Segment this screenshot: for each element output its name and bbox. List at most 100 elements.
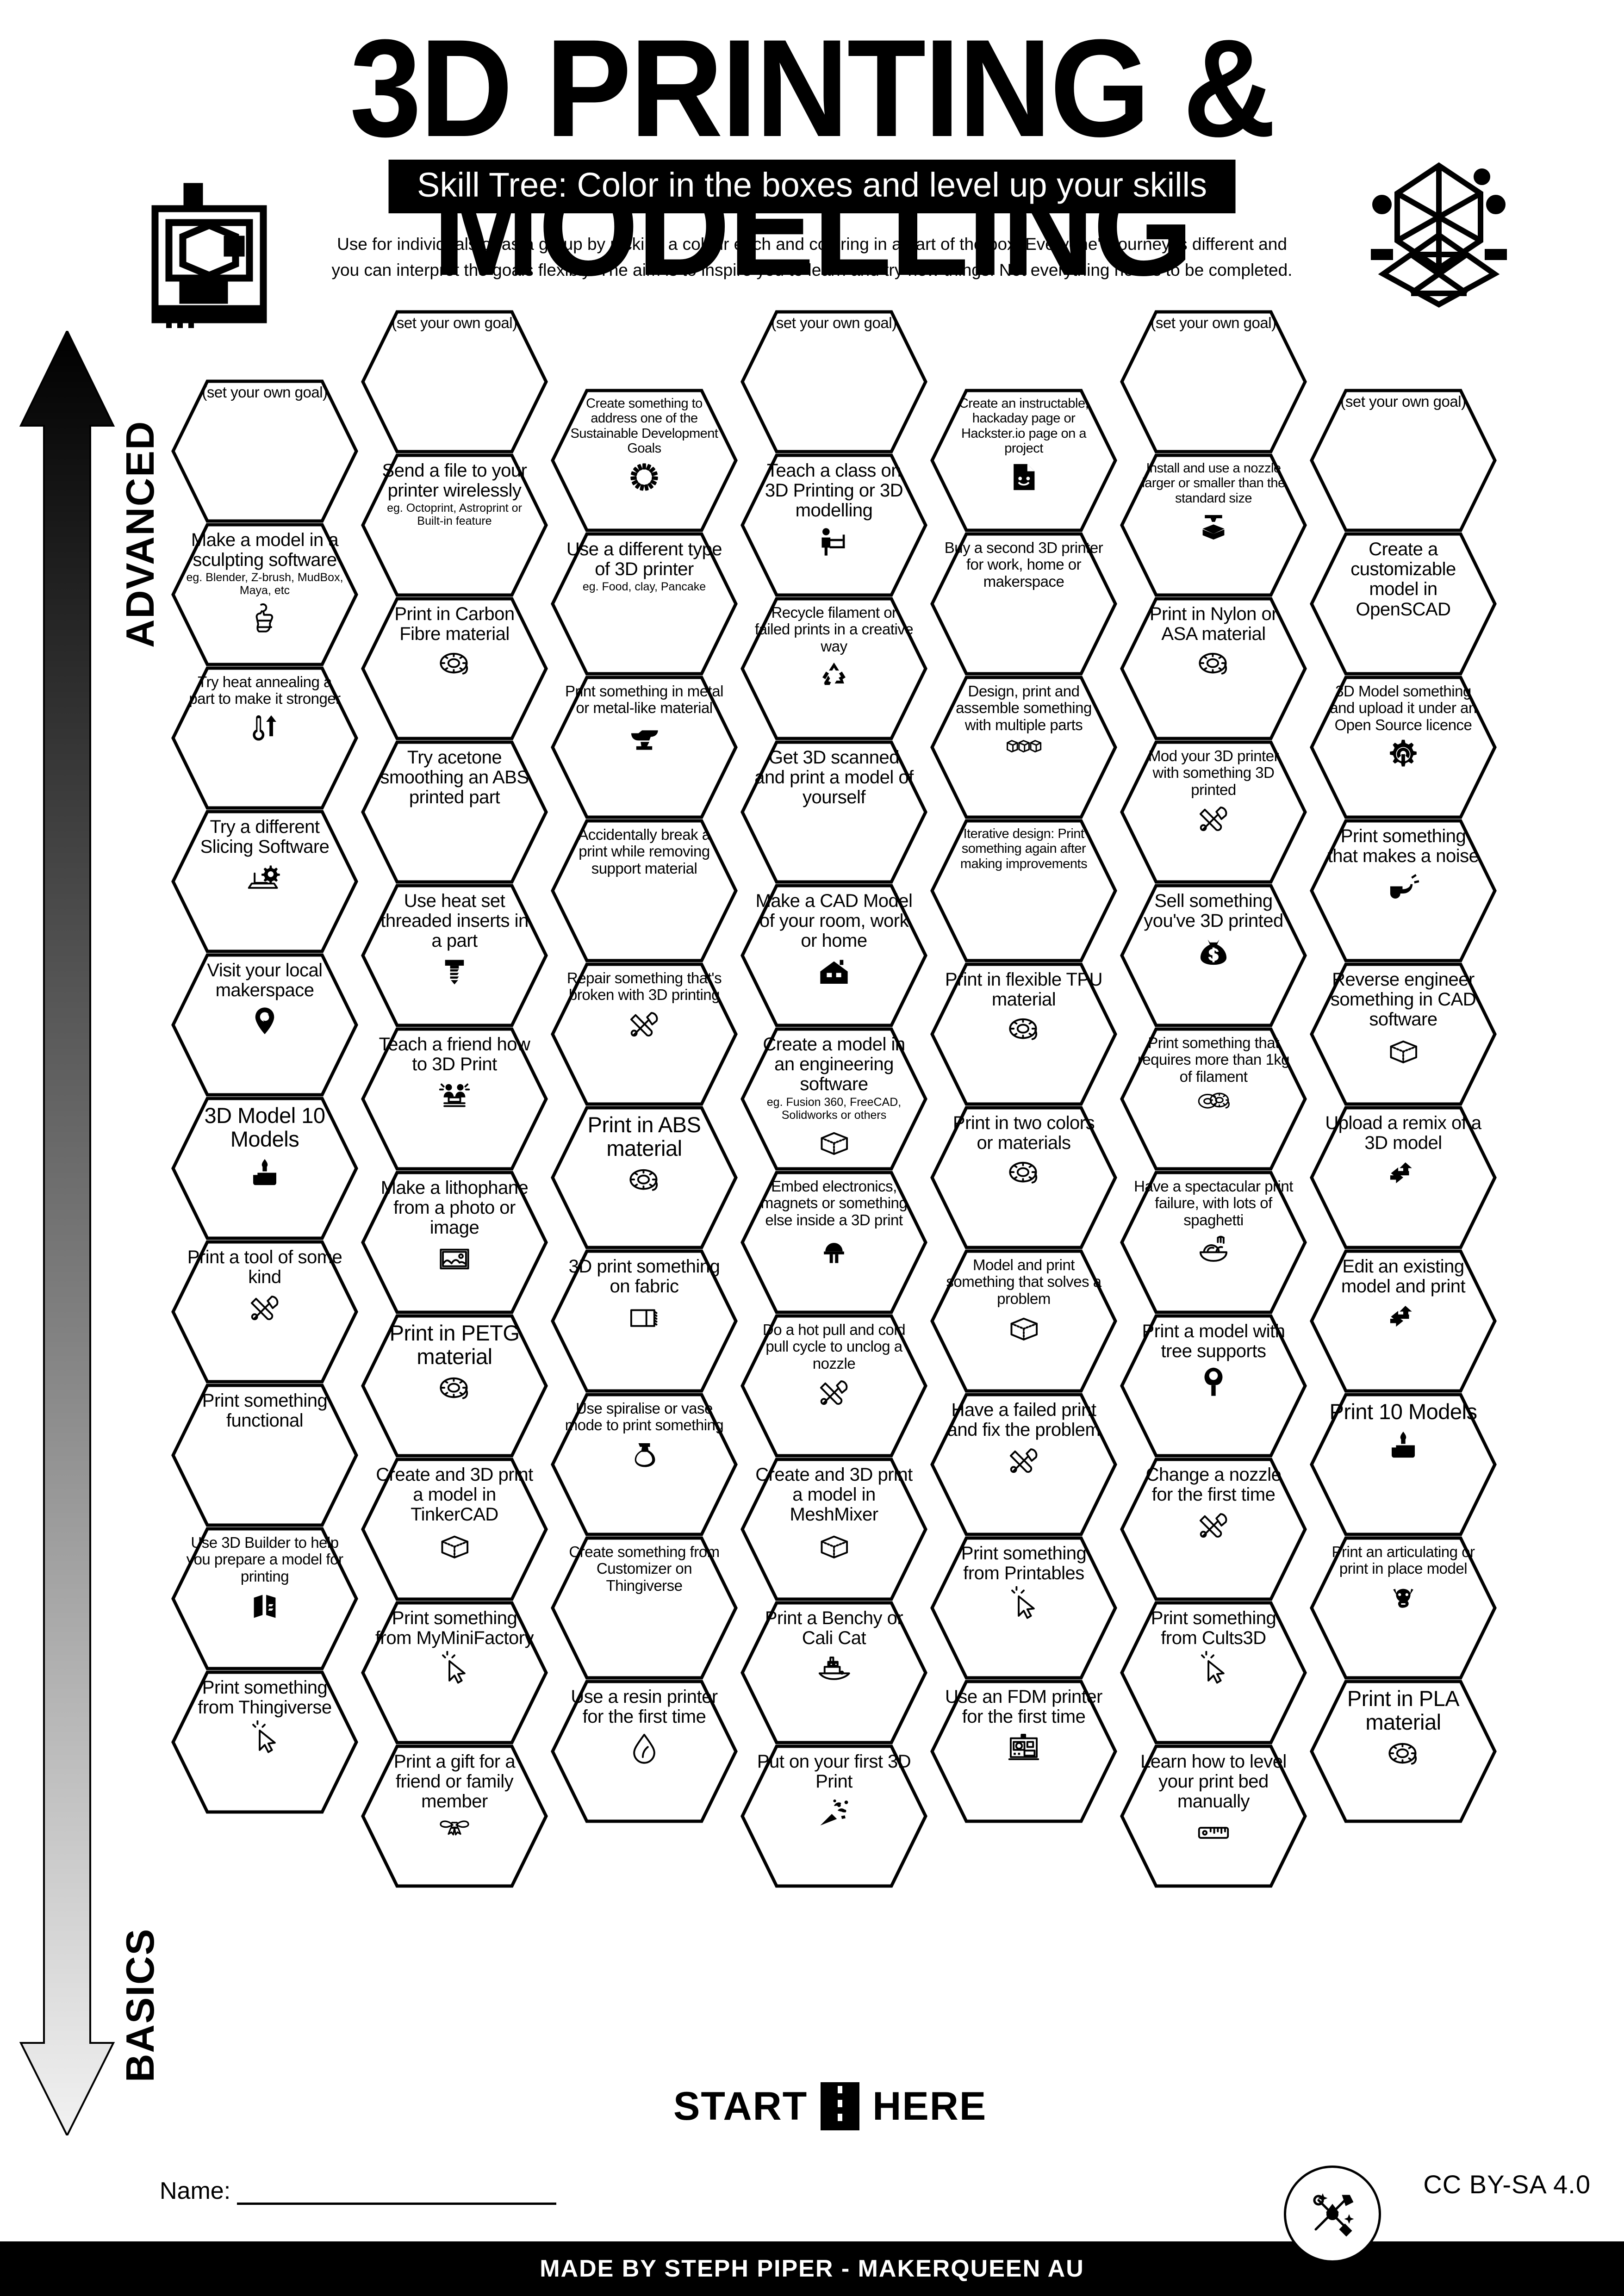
skill-hex[interactable]: (set your own goal) — [1120, 310, 1307, 453]
skill-hex[interactable]: Print a gift for a friend or family memb… — [361, 1744, 548, 1888]
cube-dotted-icon — [436, 1528, 473, 1564]
skill-hex-label: Print in Nylon or ASA material — [1149, 604, 1278, 645]
skill-hex[interactable]: Make a model in a sculpting software eg.… — [171, 523, 358, 666]
skill-hex[interactable]: Use a resin printer for the first time — [551, 1680, 738, 1823]
skill-hex[interactable]: Print in two colors or materials — [930, 1106, 1117, 1249]
skill-hex[interactable]: Print in PETG material — [361, 1314, 548, 1458]
skill-hex-label: Print something that requires more than … — [1137, 1034, 1290, 1085]
skill-hex[interactable]: Model and print something that solves a … — [930, 1249, 1117, 1393]
skill-hex[interactable]: Use an FDM printer for the first time — [930, 1680, 1117, 1823]
filament-spool-icon — [1195, 647, 1232, 683]
skill-hex[interactable]: Print in Carbon Fibre material — [361, 597, 548, 740]
skill-hex[interactable]: Put on your first 3D Print — [740, 1744, 927, 1888]
filament-spool-icon — [436, 1371, 473, 1408]
skill-hex[interactable]: Use heat set threaded inserts in a part — [361, 884, 548, 1027]
skill-hex[interactable]: Create a model in an engineering softwar… — [740, 1027, 927, 1171]
skill-hex[interactable]: Print in flexible TPU material — [930, 962, 1117, 1106]
skill-hex[interactable]: Do a hot pull and cold pull cycle to unc… — [740, 1314, 927, 1458]
skill-hex[interactable]: 3D Model something and upload it under a… — [1310, 676, 1497, 819]
ruler-icon — [1195, 1815, 1232, 1851]
3d-builder-icon — [247, 1588, 283, 1624]
skill-hex[interactable]: (set your own goal) — [1310, 389, 1497, 532]
skill-hex[interactable]: Teach a class on 3D Printing or 3D model… — [740, 453, 927, 597]
skill-hex-label: Print something from MyMiniFactory — [375, 1608, 534, 1649]
skill-hex[interactable]: Reverse engineer something in CAD softwa… — [1310, 962, 1497, 1106]
skill-hex[interactable]: Print something that requires more than … — [1120, 1027, 1307, 1171]
skill-hex[interactable]: Create and 3D print a model in TinkerCAD — [361, 1458, 548, 1601]
name-field[interactable]: Name: — [160, 2177, 557, 2205]
skill-hex[interactable]: Recycle filament or failed prints in a c… — [740, 597, 927, 740]
name-input-rule[interactable] — [237, 2198, 557, 2205]
skill-hex[interactable]: Print something in metal or metal-like m… — [551, 676, 738, 819]
skill-hex[interactable]: Make a lithophane from a photo or image — [361, 1171, 548, 1314]
skill-hex-label: Print something that makes a noise — [1327, 826, 1479, 867]
skill-hex-label: Make a lithophane from a photo or image — [380, 1178, 529, 1238]
skill-hex-label: Print a tool of some kind — [187, 1247, 342, 1288]
skill-hex[interactable]: (set your own goal) — [361, 310, 548, 453]
skill-hex-label: Upload a remix of a 3D model — [1325, 1113, 1481, 1154]
skill-hex[interactable]: Learn how to level your print bed manual… — [1120, 1744, 1307, 1888]
skill-hex[interactable]: Print something that makes a noise — [1310, 819, 1497, 962]
skill-hex[interactable]: Design, print and assemble something wit… — [930, 676, 1117, 819]
gift-bow-icon — [436, 1815, 473, 1851]
icons-credit-text: Icons by Icons8.com — [1405, 2221, 1591, 2244]
skill-hex[interactable]: Buy a second 3D printer for work, home o… — [930, 532, 1117, 676]
skill-hex[interactable]: (set your own goal) — [171, 379, 358, 523]
skill-hex[interactable]: Print a tool of some kind — [171, 1240, 358, 1384]
skill-hex[interactable]: Print in PLA material — [1310, 1680, 1497, 1823]
skill-hex[interactable]: Install and use a nozzle larger or small… — [1120, 453, 1307, 597]
filament-spool-icon — [1385, 1737, 1421, 1773]
skill-hex[interactable]: Use a different type of 3D printer eg. F… — [551, 532, 738, 676]
skill-hex[interactable]: Create a customizable model in OpenSCAD — [1310, 532, 1497, 676]
skill-hex[interactable]: Get 3D scanned and print a model of your… — [740, 740, 927, 884]
skill-hex[interactable]: Print a model with tree supports — [1120, 1314, 1307, 1458]
skill-hex[interactable]: Send a file to your printer wirelessly e… — [361, 453, 548, 597]
skill-hex[interactable]: Sell something you've 3D printed — [1120, 884, 1307, 1027]
cake-icon — [1385, 1427, 1421, 1463]
skill-hex[interactable]: Try heat annealing a part to make it str… — [171, 666, 358, 810]
skill-hex[interactable]: (set your own goal) — [740, 310, 927, 453]
skill-hex[interactable]: Change a nozzle for the first time — [1120, 1458, 1307, 1601]
skill-hex[interactable]: Iterative design: Print something again … — [930, 819, 1117, 962]
skill-hex[interactable]: Mod your 3D printer with something 3D pr… — [1120, 740, 1307, 884]
skill-hex[interactable]: Visit your local makerspace — [171, 953, 358, 1097]
skill-hex[interactable]: Print in ABS material — [551, 1106, 738, 1249]
skill-hex[interactable]: 3D Model 10 Models — [171, 1097, 358, 1240]
skill-hex[interactable]: Print a Benchy or Cali Cat — [740, 1601, 927, 1744]
skill-hex[interactable]: Use spiralise or vase mode to print some… — [551, 1393, 738, 1536]
skill-hex[interactable]: Repair something that's broken with 3D p… — [551, 962, 738, 1106]
skill-hex[interactable]: Edit an existing model and print — [1310, 1249, 1497, 1393]
skill-hex[interactable]: 3D print something on fabric — [551, 1249, 738, 1393]
start-here-marker: START HERE — [673, 2082, 987, 2130]
subtitle-banner: Skill Tree: Color in the boxes and level… — [388, 160, 1236, 213]
skill-hex[interactable]: Have a failed print and fix the problem — [930, 1393, 1117, 1536]
skill-hex[interactable]: Try acetone smoothing an ABS printed par… — [361, 740, 548, 884]
skill-hex[interactable]: Create an instructable, hackaday page or… — [930, 389, 1117, 532]
skill-hex[interactable]: Embed electronics, magnets or something … — [740, 1171, 927, 1314]
skill-hex[interactable]: Print something from MyMiniFactory — [361, 1601, 548, 1744]
skill-hex[interactable]: Print something from Thingiverse — [171, 1670, 358, 1814]
skill-hex[interactable]: Print something from Printables — [930, 1536, 1117, 1680]
fabric-icon — [626, 1299, 662, 1335]
skill-hex[interactable]: Print an articulating or print in place … — [1310, 1536, 1497, 1680]
skill-hex[interactable]: Create and 3D print a model in MeshMixer — [740, 1458, 927, 1601]
skill-hex[interactable]: Accidentally break a print while removin… — [551, 819, 738, 962]
skill-hex-label: Have a failed print and fix the problem — [947, 1400, 1101, 1440]
tree-icon — [1195, 1364, 1232, 1400]
skill-hex[interactable]: Make a CAD Model of your room, work or h… — [740, 884, 927, 1027]
cube-dotted-icon — [816, 1124, 852, 1160]
skill-hex[interactable]: Use 3D Builder to help you prepare a mod… — [171, 1527, 358, 1670]
skill-hex[interactable]: Print 10 Models — [1310, 1393, 1497, 1536]
skill-hex-label: Create something from Customizer on Thin… — [569, 1543, 720, 1594]
skill-hex[interactable]: Have a spectacular print failure, with l… — [1120, 1171, 1307, 1314]
skill-hex-label: Sell something you've 3D printed — [1144, 891, 1283, 931]
skill-hex[interactable]: Print something from Cults3D — [1120, 1601, 1307, 1744]
skill-hex[interactable]: Upload a remix of a 3D model — [1310, 1106, 1497, 1249]
skill-hex[interactable]: Print in Nylon or ASA material — [1120, 597, 1307, 740]
skill-hex[interactable]: Create something to address one of the S… — [551, 389, 738, 532]
skill-hex[interactable]: Try a different Slicing Software — [171, 810, 358, 953]
vase-icon — [626, 1437, 662, 1473]
skill-hex[interactable]: Create something from Customizer on Thin… — [551, 1536, 738, 1680]
skill-hex[interactable]: Print something functional — [171, 1384, 358, 1527]
skill-hex[interactable]: Teach a friend how to 3D Print — [361, 1027, 548, 1171]
